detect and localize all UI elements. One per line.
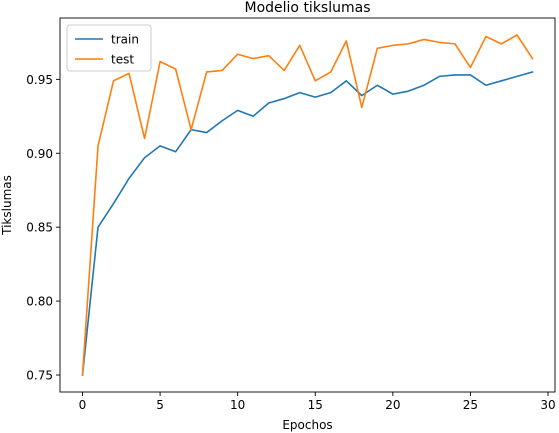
y-tick-label: 0.80 [26,295,53,309]
x-tick-label: 25 [463,398,478,412]
y-tick-label: 0.90 [26,147,53,161]
legend: train test [66,24,152,72]
x-tick-label: 20 [385,398,400,412]
axes: 0 5 10 15 20 25 30 0.75 0.80 0.85 0.90 0.95 [26,17,556,412]
chart-title: Modelio tikslumas [245,0,371,16]
series-line-test [81,34,534,376]
x-tick-label: 15 [308,398,323,412]
x-tick-label: 5 [156,398,164,412]
plot-area [81,34,534,376]
y-tick-label: 0.85 [26,221,53,235]
x-axis-label: Epochos [282,418,332,432]
x-tick-label: 10 [230,398,245,412]
legend-label-train: train [111,33,139,47]
axes-frame [59,17,556,393]
y-tick-label: 0.95 [26,73,53,87]
y-tick-label: 0.75 [26,369,53,383]
series-line-train [81,70,534,376]
y-axis-label: Tikslumas [0,175,14,236]
x-tick-label: 30 [540,398,555,412]
legend-label-test: test [111,53,134,67]
x-tick-label: 0 [79,398,87,412]
